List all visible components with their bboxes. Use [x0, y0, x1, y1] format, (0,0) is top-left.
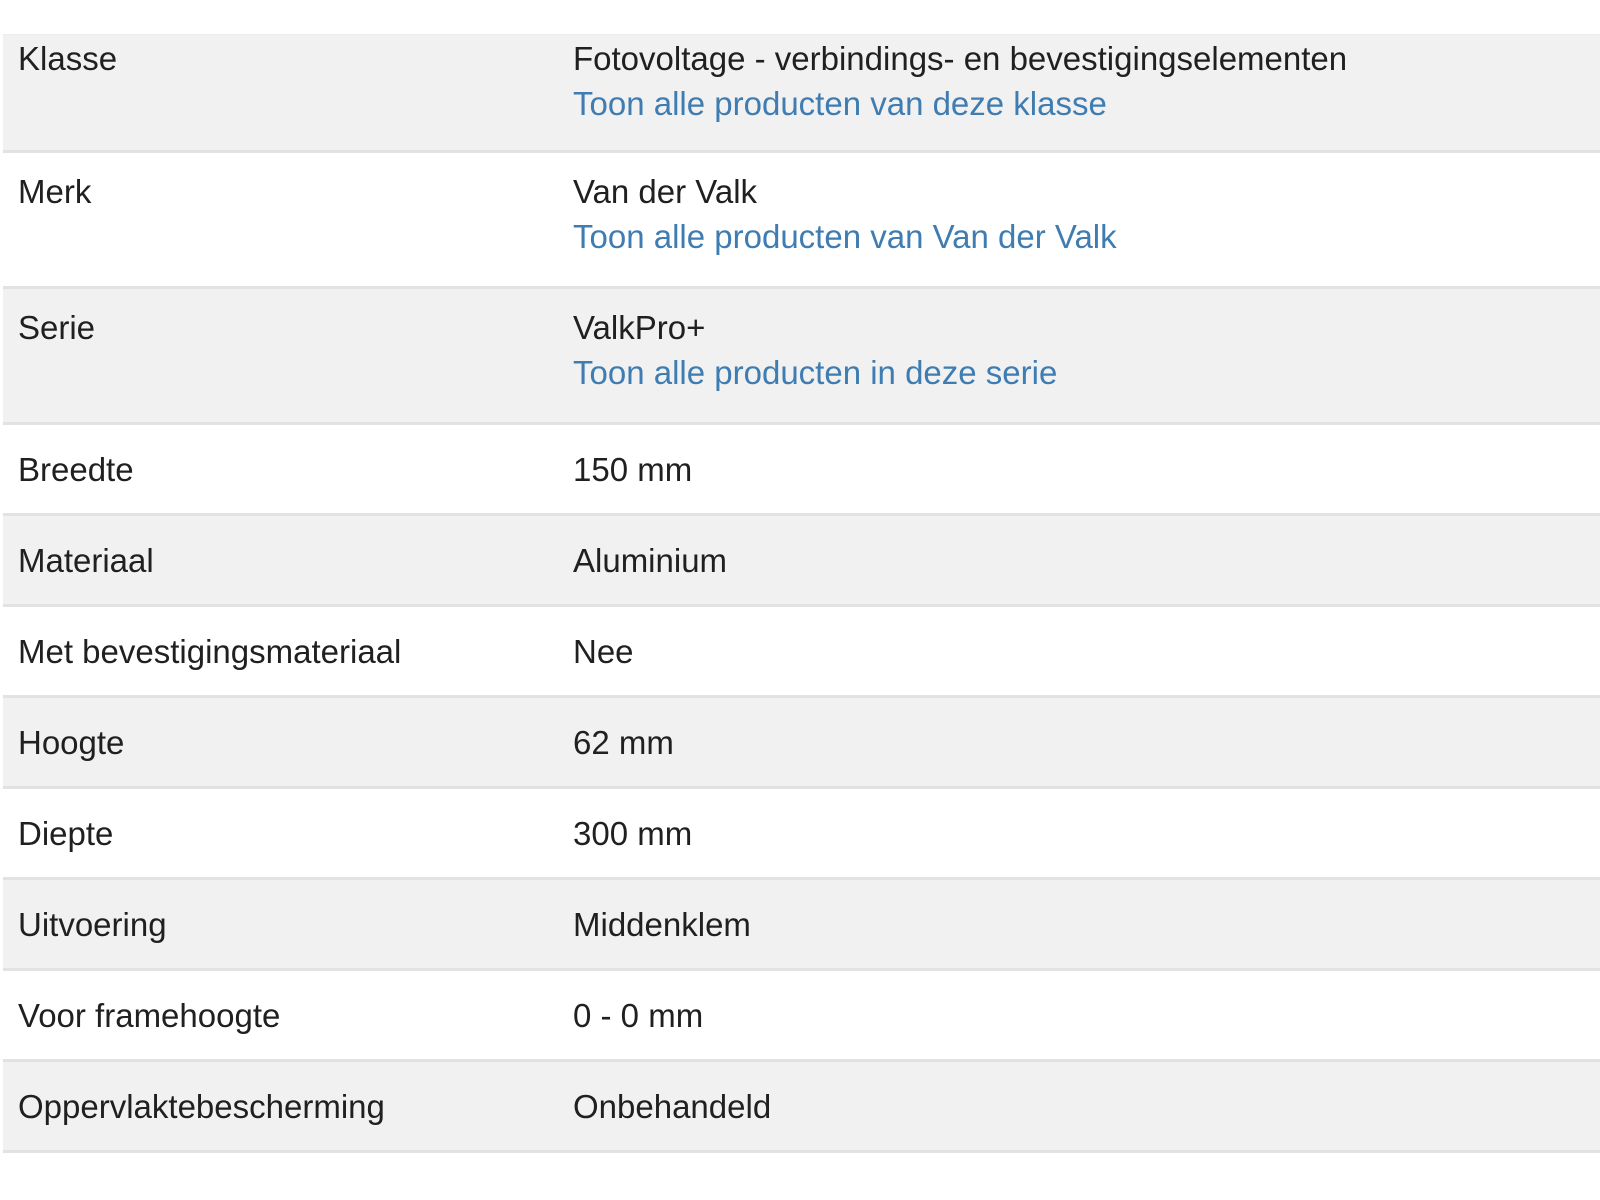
spec-value: ValkPro+: [573, 309, 706, 346]
spec-label: Hoogte: [18, 723, 125, 761]
spec-label: Breedte: [18, 450, 134, 488]
spec-value-cell: Fotovoltage - verbindings- en bevestigin…: [573, 36, 1367, 126]
spec-label: Oppervlaktebescherming: [18, 1087, 385, 1125]
spec-row: Met bevestigingsmateriaal Nee: [3, 607, 1600, 698]
spec-label: Uitvoering: [18, 905, 167, 943]
spec-value-cell: ValkPro+ Toon alle producten in deze ser…: [573, 305, 1077, 395]
spec-label: Materiaal: [18, 541, 154, 579]
spec-row: Hoogte 62 mm: [3, 698, 1600, 789]
spec-row: Voor framehoogte 0 - 0 mm: [3, 971, 1600, 1062]
spec-row: Uitvoering Middenklem: [3, 880, 1600, 971]
spec-value: Middenklem: [573, 905, 751, 943]
spec-value: Van der Valk: [573, 173, 758, 210]
spec-label: Diepte: [18, 814, 114, 852]
spec-label: Met bevestigingsmateriaal: [18, 632, 402, 670]
spec-value: 300 mm: [573, 814, 693, 852]
spec-value-cell: Aluminium: [573, 538, 747, 583]
spec-value-cell: Onbehandeld: [573, 1084, 791, 1129]
spec-value-cell: 0 - 0 mm: [573, 993, 723, 1038]
spec-value: Fotovoltage - verbindings- en bevestigin…: [573, 40, 1348, 77]
spec-value-cell: 62 mm: [573, 720, 694, 765]
spec-value: Onbehandeld: [573, 1087, 772, 1125]
show-all-products-link[interactable]: Toon alle producten van Van der Valk: [573, 218, 1117, 255]
spec-label: Merk: [18, 173, 92, 210]
spec-row: Klasse Fotovoltage - verbindings- en bev…: [3, 35, 1600, 153]
spec-value: Nee: [573, 632, 634, 670]
spec-value-cell: 300 mm: [573, 811, 712, 856]
spec-row: Oppervlaktebescherming Onbehandeld: [3, 1062, 1600, 1153]
spec-value-cell: Van der Valk Toon alle producten van Van…: [573, 169, 1137, 259]
spec-label: Klasse: [18, 40, 118, 77]
show-all-products-link[interactable]: Toon alle producten van deze klasse: [573, 85, 1107, 122]
spec-value-cell: 150 mm: [573, 447, 712, 492]
spec-value: 150 mm: [573, 450, 693, 488]
spec-row: Breedte 150 mm: [3, 425, 1600, 516]
spec-label: Serie: [18, 309, 96, 346]
spec-row: Materiaal Aluminium: [3, 516, 1600, 607]
spec-value: 0 - 0 mm: [573, 996, 704, 1034]
spec-value-cell: Nee: [573, 629, 654, 674]
spec-row: Serie ValkPro+ Toon alle producten in de…: [3, 289, 1600, 425]
spec-value-cell: Middenklem: [573, 902, 771, 947]
spec-value: 62 mm: [573, 723, 674, 761]
product-spec-table: Klasse Fotovoltage - verbindings- en bev…: [3, 34, 1600, 1153]
spec-row: Diepte 300 mm: [3, 789, 1600, 880]
spec-value: Aluminium: [573, 541, 728, 579]
spec-label: Voor framehoogte: [18, 996, 281, 1034]
show-all-products-link[interactable]: Toon alle producten in deze serie: [573, 354, 1058, 391]
spec-row: Merk Van der Valk Toon alle producten va…: [3, 153, 1600, 289]
